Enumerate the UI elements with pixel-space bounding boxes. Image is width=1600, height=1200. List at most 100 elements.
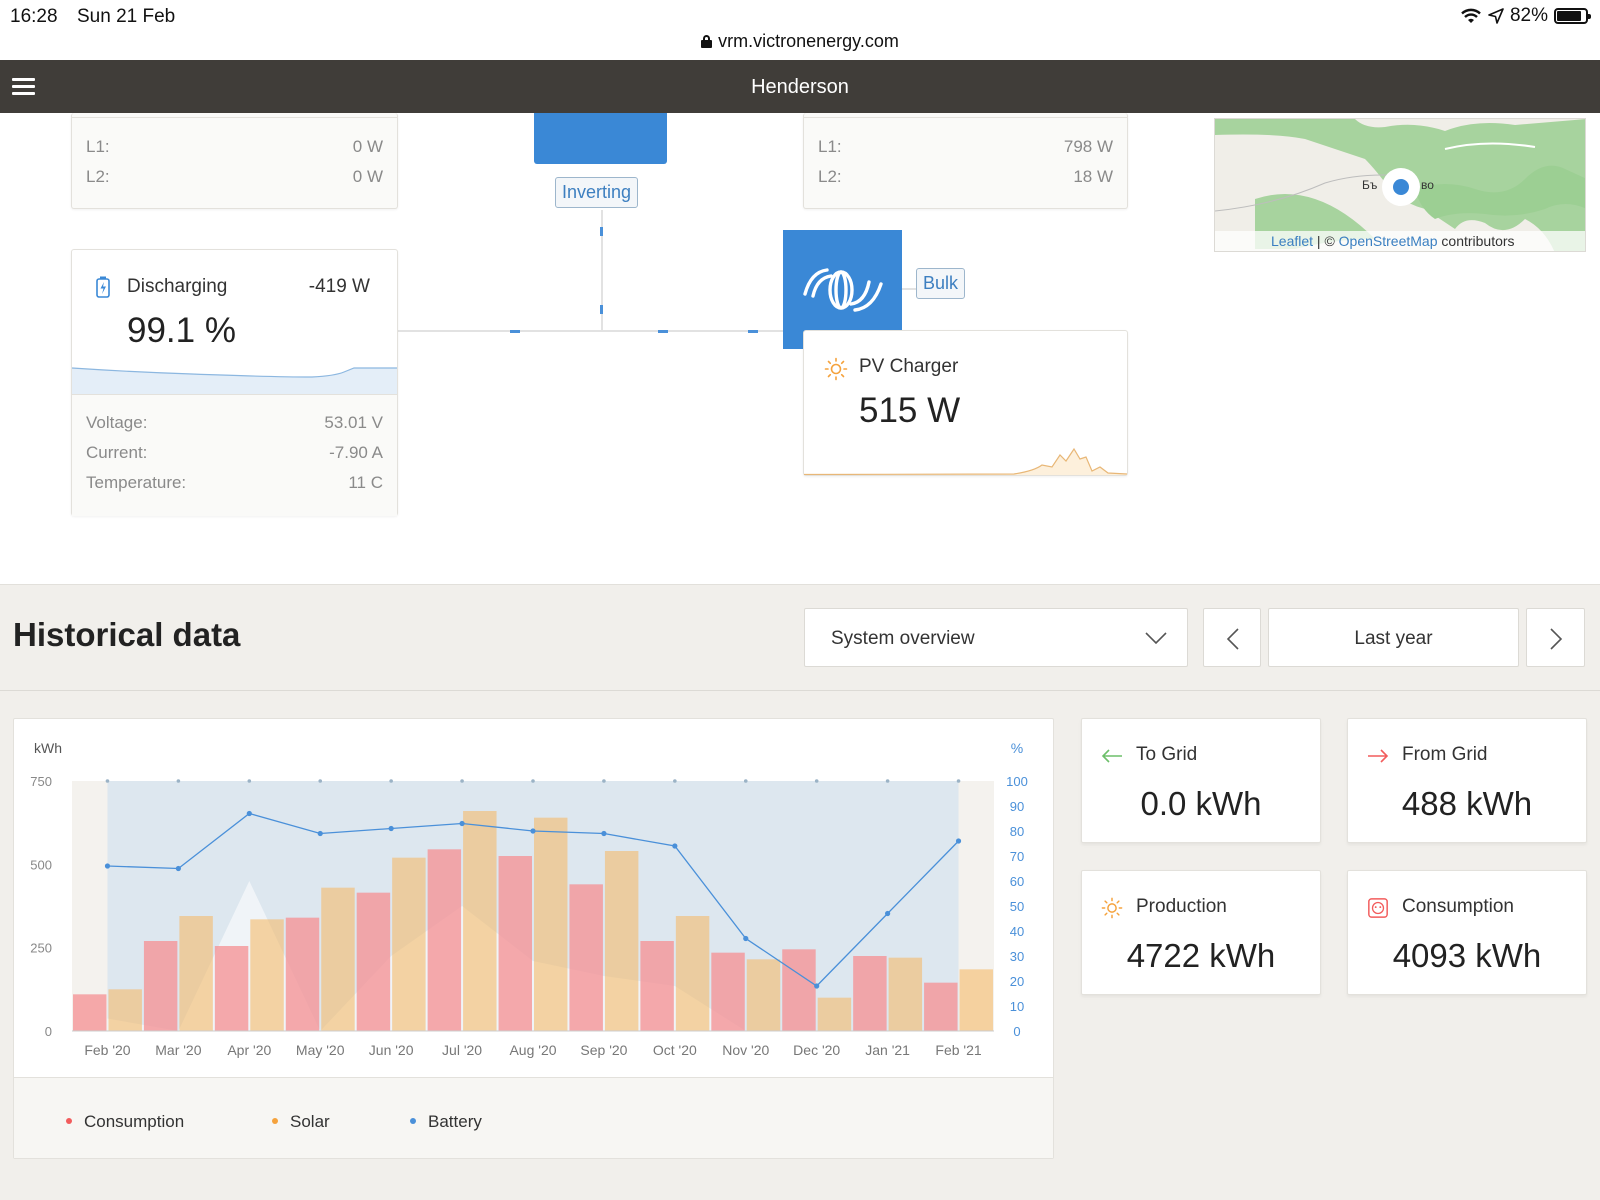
y-tick-label: 0 [45,1024,52,1039]
attribution-text: contributors [1437,233,1515,249]
url-text: vrm.victronenergy.com [718,31,899,51]
top-marker [743,779,748,783]
view-select-value: System overview [831,628,975,649]
battery-soc-point [246,810,252,817]
voltage-label: Voltage: [86,413,148,432]
y2-tick-label: 10 [1010,999,1024,1014]
leaflet-link[interactable]: Leaflet [1271,233,1314,249]
consumption-bar [498,856,532,1031]
x-tick-label: Apr '20 [227,1042,271,1058]
battery-card[interactable]: Discharging -419 W 99.1 % Voltage: 53.01… [71,249,398,516]
next-period-button[interactable] [1526,608,1585,667]
current-value: -7.90 A [329,443,383,462]
temperature-label: Temperature: [86,473,187,492]
consumption-value: 4093 kWh [1392,937,1542,974]
chart-legend: Consumption Solar Battery [14,1077,1053,1158]
status-date: Sun 21 Feb [77,6,176,27]
flow-dot [600,227,603,236]
y-axis-unit: kWh [34,740,62,756]
to-grid-card[interactable]: To Grid 0.0 kWh [1081,718,1321,843]
ac-loads-card[interactable]: L1: 798 W L2: 18 W [803,113,1128,209]
voltage-value: 53.01 V [324,413,383,432]
solar-charger-device[interactable] [783,230,902,349]
top-marker [531,779,535,783]
chevron-down-icon [1145,632,1167,645]
battery-soc-point [175,865,181,872]
site-title: Henderson [751,76,849,98]
period-display[interactable]: Last year [1268,608,1519,667]
battery-soc-point [955,838,962,844]
map-place-label: во [1421,178,1434,192]
legend-label: Solar [290,1112,330,1131]
production-card[interactable]: Production 4722 kWh [1081,870,1321,995]
solar-bar [817,997,852,1031]
to-grid-label: To Grid [1136,744,1198,765]
chevron-left-icon [1226,628,1239,650]
view-select[interactable]: System overview [804,608,1188,667]
chevron-right-icon [1550,628,1563,650]
top-marker [460,779,464,783]
battery-soc: 99.1 % [127,311,236,350]
y-tick-label: 250 [30,941,52,956]
address-bar[interactable]: vrm.victronenergy.com [0,31,1600,52]
charger-power: 515 W [859,391,961,430]
inverter-state-tag: Inverting [555,177,639,208]
consumption-bar [356,892,391,1031]
top-marker [389,779,393,783]
arrow-left-icon [1101,749,1122,763]
l2-label: L2: [818,167,842,186]
l1-value: 798 W [1063,137,1113,156]
location-map[interactable]: Бъ во Leaflet | © OpenStreetMap contribu… [1214,118,1586,252]
battery-soc-point [885,910,891,917]
sun-icon [824,357,848,381]
battery-sparkline [72,367,397,394]
l1-label: L1: [818,137,842,156]
battery-soc-point [814,983,820,989]
battery-power: -419 W [308,276,370,297]
status-indicators: 82% [1460,5,1591,27]
top-marker [885,779,890,783]
osm-link[interactable]: OpenStreetMap [1338,233,1438,249]
legend-battery[interactable]: Battery [410,1112,482,1132]
consumption-bar [73,994,107,1031]
consumption-bar [924,982,958,1031]
consumption-bar [214,946,249,1031]
ac-input-card[interactable]: L1: 0 W L2: 0 W [71,113,398,209]
x-tick-label: Aug '20 [509,1042,556,1058]
previous-period-button[interactable] [1203,608,1261,667]
y2-tick-label: 60 [1010,874,1024,889]
top-marker [176,779,181,783]
location-arrow-icon [1488,8,1504,24]
to-grid-value: 0.0 kWh [1140,785,1262,822]
consumption-bar [143,941,178,1031]
solar-bar [463,811,497,1031]
map-attribution: Leaflet | © OpenStreetMap contributors [1271,233,1515,249]
y2-tick-label: 100 [1006,774,1028,789]
map-place-label: Бъ [1362,178,1378,192]
flow-dot [600,305,603,314]
solar-bar [959,969,993,1031]
x-tick-label: Jul '20 [442,1042,482,1058]
l2-value: 18 W [1073,167,1113,186]
temperature-value: 11 C [348,473,383,492]
legend-label: Battery [428,1112,482,1131]
wifi-icon [1461,8,1481,23]
pv-charger-card[interactable]: PV Charger 515 W [803,330,1128,476]
x-tick-label: May '20 [296,1042,345,1058]
x-tick-label: Mar '20 [155,1042,201,1058]
inverter-box[interactable] [534,113,667,164]
legend-consumption[interactable]: Consumption [66,1112,184,1132]
attribution-separator: | © [1313,233,1339,249]
legend-solar[interactable]: Solar [272,1112,330,1132]
historical-chart[interactable]: 0 250 500 750 0 10 20 30 40 50 60 70 80 90 100 kWh % Feb … [14,719,1053,1077]
from-grid-card[interactable]: From Grid 488 kWh [1347,718,1587,843]
top-navigation: Henderson [0,60,1600,113]
menu-icon[interactable] [12,78,35,96]
battery-soc-point [104,863,111,869]
consumption-bar [285,917,320,1031]
charger-title: PV Charger [859,356,959,377]
connection-line [601,210,603,331]
battery-soc-point [388,825,394,832]
ios-status-bar: 16:28 Sun 21 Feb vrm.victronenergy.com 8… [0,0,1600,60]
consumption-card[interactable]: Consumption 4093 kWh [1347,870,1587,995]
